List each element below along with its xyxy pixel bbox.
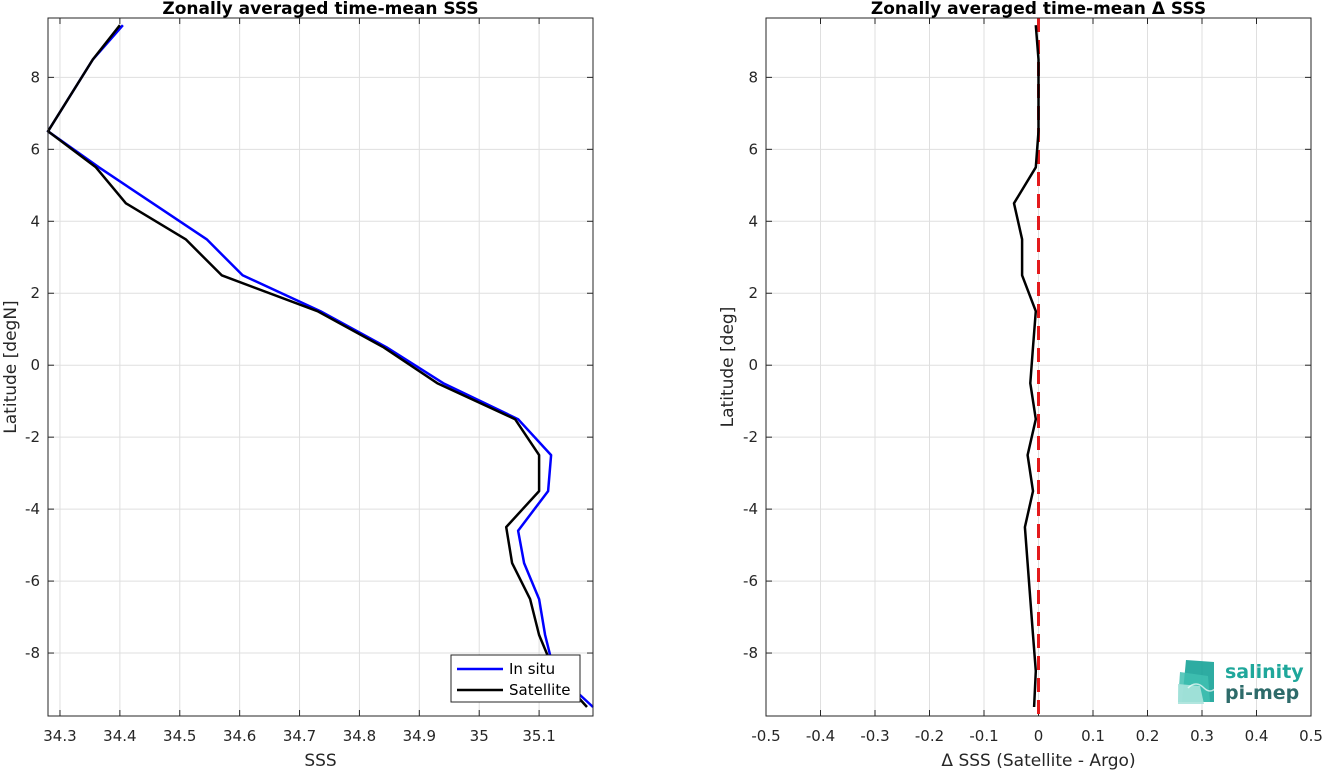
plot-area <box>48 18 593 716</box>
x-tick-label: 0 <box>1034 727 1044 745</box>
x-tick-label: -0.3 <box>860 727 889 745</box>
x-tick-label: 34.9 <box>403 727 436 745</box>
y-tick-label: -6 <box>743 572 758 590</box>
x-tick-label: -0.1 <box>969 727 998 745</box>
y-axis-label: Latitude [degN] <box>1 300 21 433</box>
y-tick-label: -2 <box>25 428 40 446</box>
axes-box <box>765 17 1312 717</box>
x-tick-label: 34.6 <box>223 727 256 745</box>
x-tick-label: 0.4 <box>1245 727 1269 745</box>
legend-box <box>450 654 581 703</box>
x-axis-label: SSS <box>304 751 336 770</box>
y-tick-label: -4 <box>25 500 40 518</box>
salinity-pimep-logo: salinity pi-mep <box>1178 660 1304 704</box>
x-tick-label: -0.5 <box>751 727 780 745</box>
y-tick-label: 2 <box>748 284 758 302</box>
x-tick-label: 35.1 <box>522 727 555 745</box>
y-tick-label: 0 <box>748 356 758 374</box>
y-tick-label: -4 <box>743 500 758 518</box>
chart-title: Zonally averaged time-mean SSS <box>162 0 478 19</box>
right-panel: -0.5 -0.4 -0.3 -0.2 -0.1 0 0.1 0.2 0.3 0.4 0.5 8 6 4 2… <box>718 0 1323 770</box>
x-tick-label: 0.2 <box>1136 727 1160 745</box>
x-tick-label: 0.1 <box>1081 727 1105 745</box>
y-tick-label: 8 <box>748 68 758 86</box>
legend-label: In situ <box>509 660 555 678</box>
x-tick-label: 34.5 <box>163 727 196 745</box>
y-tick-label: -2 <box>743 428 758 446</box>
y-tick-label: -6 <box>25 572 40 590</box>
x-tick-label: 35 <box>470 727 489 745</box>
y-tick-label: -8 <box>25 644 40 662</box>
left-panel: 34.3 34.4 34.5 34.6 34.7 34.8 34.9 35 35.1 8 6 4 2 0 -… <box>1 0 594 770</box>
y-tick-label: -8 <box>743 644 758 662</box>
x-tick-label: -0.2 <box>915 727 944 745</box>
x-axis-label: Δ SSS (Satellite - Argo) <box>941 751 1135 770</box>
axes-box <box>47 17 594 717</box>
x-tick-label: 0.3 <box>1190 727 1214 745</box>
x-tick-label: 34.7 <box>283 727 316 745</box>
series-line-1 <box>46 24 588 708</box>
logo-line2: pi-mep <box>1225 682 1299 704</box>
y-tick-label: 8 <box>30 68 40 86</box>
x-tick-label: -0.4 <box>806 727 835 745</box>
x-tick-label: 34.3 <box>43 727 76 745</box>
logo-line1: salinity <box>1225 661 1304 683</box>
y-tick-label: 4 <box>748 212 758 230</box>
y-tick-label: 6 <box>30 140 40 158</box>
y-axis-label: Latitude [deg] <box>718 307 738 428</box>
series-line-0 <box>46 24 594 708</box>
y-tick-label: 0 <box>30 356 40 374</box>
y-tick-label: 4 <box>30 212 40 230</box>
x-tick-label: 0.5 <box>1299 727 1323 745</box>
chart-title: Zonally averaged time-mean Δ SSS <box>871 0 1206 19</box>
legend-label: Satellite <box>509 681 570 699</box>
y-tick-label: 6 <box>748 140 758 158</box>
series-line-0 <box>1012 25 1040 708</box>
x-tick-label: 34.4 <box>103 727 136 745</box>
x-tick-label: 34.8 <box>343 727 376 745</box>
y-tick-label: 2 <box>30 284 40 302</box>
legend: In situ Satellite <box>450 654 581 703</box>
